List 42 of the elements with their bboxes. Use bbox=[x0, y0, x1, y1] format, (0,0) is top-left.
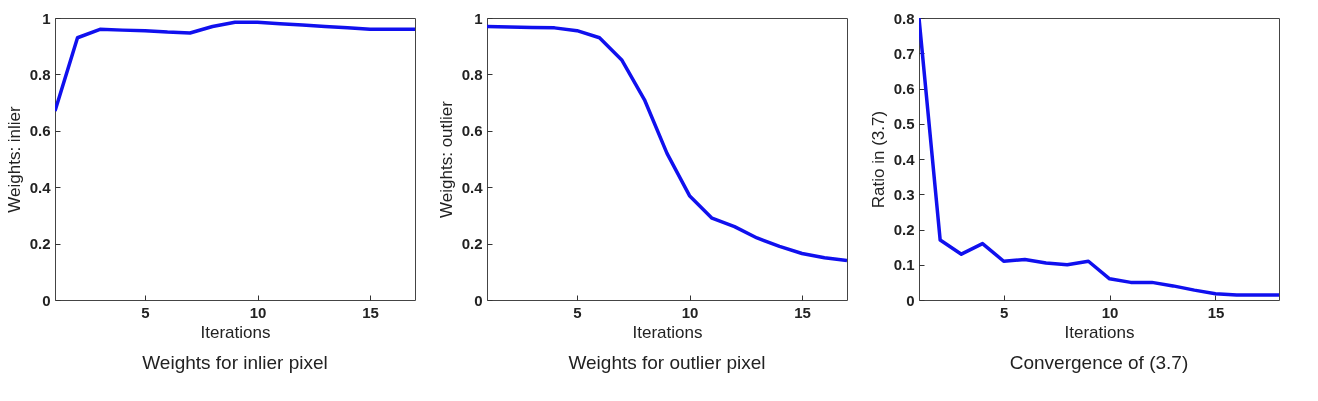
y-axis-title: Weights: outlier bbox=[436, 100, 456, 218]
x-tick-label: 15 bbox=[1207, 303, 1225, 321]
x-tick-label: 10 bbox=[681, 303, 699, 321]
y-axis-title: Weights: inlier bbox=[4, 105, 24, 213]
y-tick-label: 0 bbox=[474, 291, 483, 309]
x-tick-label: 10 bbox=[249, 303, 267, 321]
y-tick-label: 0.2 bbox=[29, 235, 51, 253]
y-tick-label: 0.3 bbox=[893, 185, 915, 203]
x-axis-title: Iterations bbox=[1064, 322, 1135, 342]
y-tick-label: 1 bbox=[42, 9, 51, 27]
y-tick-label: 0.4 bbox=[893, 150, 916, 168]
x-axis-title: Iterations bbox=[200, 322, 271, 342]
x-tick-label: 10 bbox=[1101, 303, 1119, 321]
y-tick-label: 0.1 bbox=[893, 256, 915, 274]
x-axis-title: Iterations bbox=[632, 322, 703, 342]
line-series bbox=[487, 24, 847, 263]
y-tick-label: 0.6 bbox=[893, 80, 915, 97]
line-series bbox=[919, 18, 1279, 297]
y-tick-label: 0.7 bbox=[893, 44, 915, 62]
line-series bbox=[55, 20, 415, 113]
y-tick-label: 0.5 bbox=[893, 115, 915, 133]
y-tick-label: 0.2 bbox=[893, 221, 915, 238]
y-tick-label: 0.6 bbox=[29, 122, 51, 140]
x-tick-label: 5 bbox=[573, 303, 582, 321]
y-tick-label: 0.6 bbox=[461, 122, 483, 140]
x-tick-label: 5 bbox=[1000, 303, 1009, 321]
y-tick-label: 0.4 bbox=[29, 178, 52, 196]
y-tick-label: 0 bbox=[42, 291, 51, 309]
y-tick-label: 0.8 bbox=[461, 65, 483, 83]
y-tick-label: 0.8 bbox=[893, 9, 915, 27]
x-tick-label: 15 bbox=[362, 303, 379, 321]
y-axis-title: Ratio in (3.7) bbox=[868, 110, 888, 209]
y-tick-label: 0 bbox=[906, 291, 915, 309]
text: Weights for inlier pixel bbox=[142, 352, 328, 373]
y-tick-label: 0.4 bbox=[461, 178, 484, 196]
x-tick-label: 15 bbox=[794, 303, 811, 321]
text: Weights for outlier pixel bbox=[568, 352, 766, 373]
x-tick-label: 5 bbox=[141, 303, 150, 321]
text: Convergence of (3.7) bbox=[1009, 352, 1189, 373]
y-tick-label: 0.2 bbox=[461, 235, 483, 253]
y-tick-label: 1 bbox=[474, 9, 483, 27]
y-tick-label: 0.8 bbox=[29, 65, 51, 83]
